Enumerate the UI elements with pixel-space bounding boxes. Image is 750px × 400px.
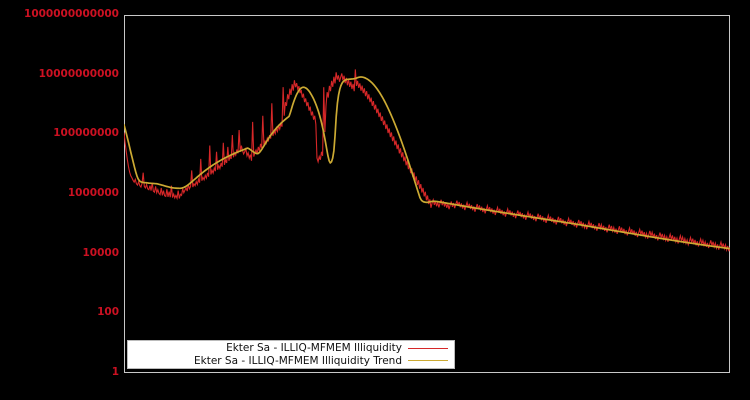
y-axis-tick-label: 10000000000 (38, 67, 119, 80)
legend-label-illiquidity-trend: Ekter Sa - ILLIQ-MFMEM Illiquidity Trend (193, 354, 402, 367)
series-illiquidity-line (124, 69, 730, 253)
y-axis-tick-labels: 1000000000000 10000000000 100000000 1000000… (0, 0, 119, 400)
y-axis-tick-label: 1000000 (67, 187, 119, 199)
series-illiquidity-trend-line (124, 76, 730, 250)
y-axis-tick-label: 1 (111, 366, 119, 378)
legend-entry-illiquidity-trend: Ekter Sa - ILLIQ-MFMEM Illiquidity Trend (128, 355, 454, 368)
legend-swatch-illiquidity-trend (408, 360, 448, 362)
chart-legend: Ekter Sa - ILLIQ-MFMEM Illiquidity Ekter… (127, 340, 455, 369)
y-axis-tick-label: 10000 (82, 246, 119, 259)
y-axis-tick-label: 100 (97, 306, 119, 319)
y-axis-tick-label: 100000000 (53, 127, 119, 140)
legend-entry-illiquidity: Ekter Sa - ILLIQ-MFMEM Illiquidity (128, 342, 454, 355)
legend-label-illiquidity: Ekter Sa - ILLIQ-MFMEM Illiquidity (226, 342, 402, 355)
series-group (124, 69, 730, 253)
legend-swatch-illiquidity (408, 347, 448, 349)
chart-canvas (124, 69, 730, 253)
plot-frame (124, 15, 730, 373)
y-axis-tick-label: 1000000000000 (24, 8, 119, 20)
